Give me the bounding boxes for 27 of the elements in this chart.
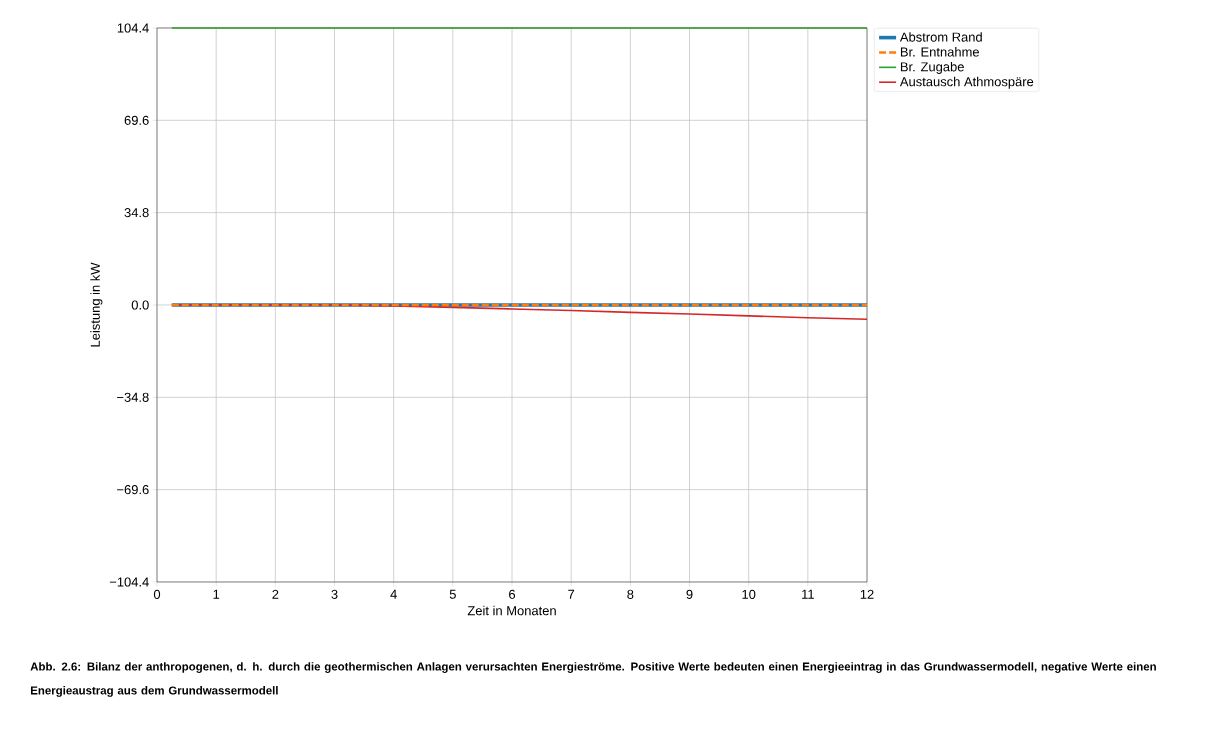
legend-label: Br. Entnahme [900, 47, 979, 57]
x-tick-label: 9 [686, 589, 693, 599]
x-tick-label: 8 [627, 589, 634, 599]
y-tick-label: −104.4 [109, 577, 149, 587]
y-tick-label: 69.6 [124, 115, 149, 125]
x-tick-label: 12 [860, 589, 874, 599]
legend-label: Br. Zugabe [900, 61, 964, 74]
caption: Abb. 2.6: Bilanz der anthropogenen, d. h. durch die geothermischen Anlagen verursachten Energieströme. Positive Werte bedeuten einen Energieeintrag in das Grundwassermodell, negative Werte einen Energieaustrag aus dem Grundwassermodell [30, 662, 1156, 697]
x-tick-label: 11 [802, 589, 814, 599]
y-tick-label: −34.8 [117, 392, 149, 402]
x-tick-label: 3 [331, 589, 338, 599]
y-tick-label: 34.8 [124, 208, 149, 218]
x-tick-label: 10 [742, 589, 756, 599]
x-tick-label: 1 [213, 589, 220, 599]
x-axis-title: Zeit in Monaten [467, 605, 556, 616]
x-tick-label: 7 [568, 589, 575, 599]
legend-label: Abstrom Rand [899, 32, 982, 42]
y-tick-label: 104.4 [117, 23, 149, 33]
x-tick-label: 0 [153, 589, 161, 599]
x-tick-label: 2 [272, 589, 279, 599]
legend-label: Austausch Athmospäre [899, 76, 1034, 89]
x-tick-label: 5 [449, 589, 456, 599]
y-tick-label: −69.6 [117, 485, 149, 495]
y-tick-label: 0.0 [131, 300, 149, 310]
x-tick-label: 4 [390, 589, 397, 599]
y-axis-title: Leistung in kW [90, 262, 103, 347]
x-tick-label: 6 [509, 589, 516, 599]
